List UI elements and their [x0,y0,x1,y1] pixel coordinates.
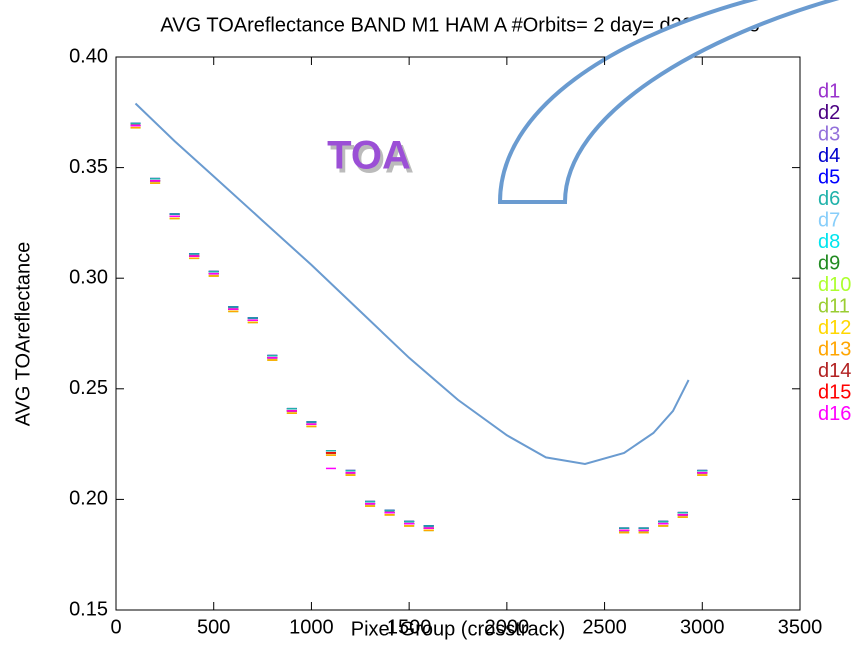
legend-entry: d4 [818,145,840,167]
annotation-shadow: TOA [330,138,414,182]
y-tick-label: 0.30 [69,266,108,288]
y-tick-label: 0.40 [69,45,108,67]
legend-entry: d3 [818,123,840,145]
legend-entry: d10 [818,274,851,296]
legend-entry: d12 [818,317,851,339]
x-tick-label: 2000 [485,616,530,638]
y-tick-label: 0.35 [69,156,108,178]
legend-entry: d9 [818,252,840,274]
y-axis-label: AVG TOAreflectance [12,242,34,427]
y-tick-label: 0.15 [69,598,108,620]
annotation: TOA [327,134,411,178]
plot-frame [115,56,801,611]
legend-entry: d6 [818,188,840,210]
x-tick-label: 3500 [778,616,823,638]
legend-entry: d15 [818,381,851,403]
callout-shape [497,0,840,204]
y-tick-label: 0.20 [69,488,108,510]
legend-entry: d14 [818,360,851,382]
x-tick-label: 1000 [289,616,334,638]
legend-entry: d11 [818,295,850,317]
x-tick-label: 3000 [680,616,725,638]
legend-entry: d5 [818,166,840,188]
x-tick-label: 500 [197,616,230,638]
fit-curve [134,102,690,466]
legend-entry: d1 [818,80,840,102]
chart-title: AVG TOAreflectance BAND M1 HAM A #Orbits… [160,14,759,36]
x-tick-label: 1500 [387,616,432,638]
y-tick-label: 0.25 [69,377,108,399]
legend-entry: d8 [818,231,840,253]
legend-entry: d16 [818,403,851,425]
legend-entry: d2 [818,102,840,124]
x-tick-label: 2500 [582,616,627,638]
legend-entry: d13 [818,338,851,360]
legend-entry: d7 [818,209,840,231]
x-axis-label: Pixel Group (crosstrack) [351,618,566,640]
x-tick-label: 0 [110,616,121,638]
